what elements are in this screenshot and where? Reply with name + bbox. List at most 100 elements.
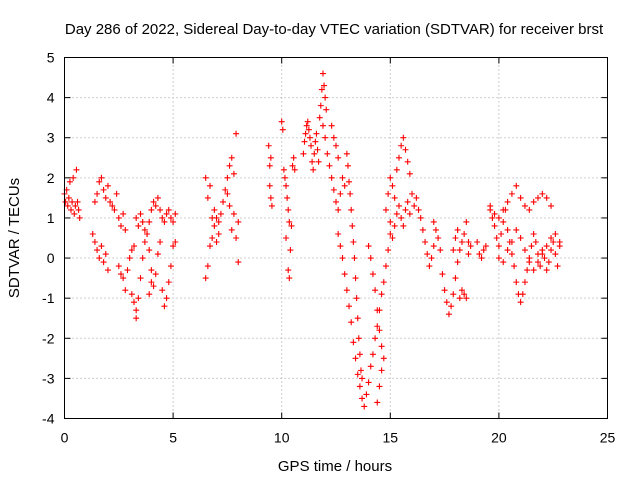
data-point [139,255,146,262]
data-point [454,226,461,233]
data-point [359,395,366,402]
data-point [474,239,481,246]
data-point [128,291,135,298]
data-point [301,138,308,145]
data-point [172,210,179,217]
data-point [285,206,292,213]
data-point [530,267,537,274]
x-tick-label: 5 [169,430,177,446]
y-tick-label: 3 [47,130,55,146]
data-point [435,235,442,241]
data-point [159,214,166,221]
data-point [303,122,310,129]
data-point [369,271,376,278]
data-point [76,214,83,221]
data-point [115,214,122,221]
data-point [289,162,296,169]
data-point [511,263,518,270]
data-point [376,383,383,390]
data-point [68,206,75,213]
data-point [167,263,174,270]
data-point [137,210,144,217]
data-point [543,194,550,201]
data-point [437,247,444,254]
data-point [463,295,470,302]
data-point [513,279,520,286]
data-point [70,174,77,181]
data-point [339,174,346,181]
data-point [98,243,105,250]
data-point [354,371,361,378]
data-point [372,287,379,294]
data-point [283,235,290,241]
data-point [335,154,342,161]
data-point [122,287,129,294]
data-point [319,70,326,77]
data-point [133,307,140,314]
data-point [144,230,151,237]
data-point [402,206,409,213]
data-point [349,222,356,229]
data-point [365,379,372,386]
data-point [107,198,114,205]
data-point [450,247,457,254]
data-point [102,251,109,258]
data-point [328,174,335,181]
data-point [395,154,402,161]
plot-frame [64,57,608,419]
data-point [139,218,146,225]
data-point [430,218,437,225]
data-point [422,239,429,246]
data-point [400,222,407,229]
data-point [317,102,324,109]
y-tick-label: -1 [42,290,55,306]
data-point [146,218,153,225]
data-point [314,146,321,153]
data-point [211,206,218,213]
data-point [324,150,331,157]
data-point [354,315,361,322]
data-point [487,206,494,213]
grid-lines [64,57,608,419]
data-point [411,202,418,209]
data-point [211,222,218,229]
y-tick-label: -4 [42,411,55,427]
data-point [128,247,135,254]
data-point [445,311,452,318]
data-point [495,255,502,262]
data-point [465,251,472,258]
data-point [75,206,82,213]
data-point [228,226,235,233]
data-point [344,162,351,169]
data-point [94,247,101,254]
data-point [532,239,539,246]
data-point [450,291,457,298]
data-point [74,198,81,205]
data-point [341,182,348,189]
data-point [323,106,330,113]
data-point [443,299,450,306]
data-point [113,190,120,197]
data-point [430,243,437,250]
axis-ticks [64,57,608,419]
data-point [534,194,541,201]
data-point [404,198,411,205]
data-point [163,295,170,302]
data-point [545,259,552,266]
data-point [322,134,329,141]
data-point [337,190,344,197]
data-point [415,206,422,213]
data-point [154,251,161,258]
y-tick-label: -2 [42,330,55,346]
data-point [335,230,342,237]
data-point [530,230,537,237]
data-point [346,178,353,185]
data-point [161,303,168,310]
data-point [318,86,325,93]
data-point [233,235,240,241]
data-point [161,218,168,225]
data-point [124,267,131,274]
data-point [120,210,127,217]
data-point [400,134,407,141]
x-tick-labels: 0 5 10 15 20 25 [61,430,616,446]
